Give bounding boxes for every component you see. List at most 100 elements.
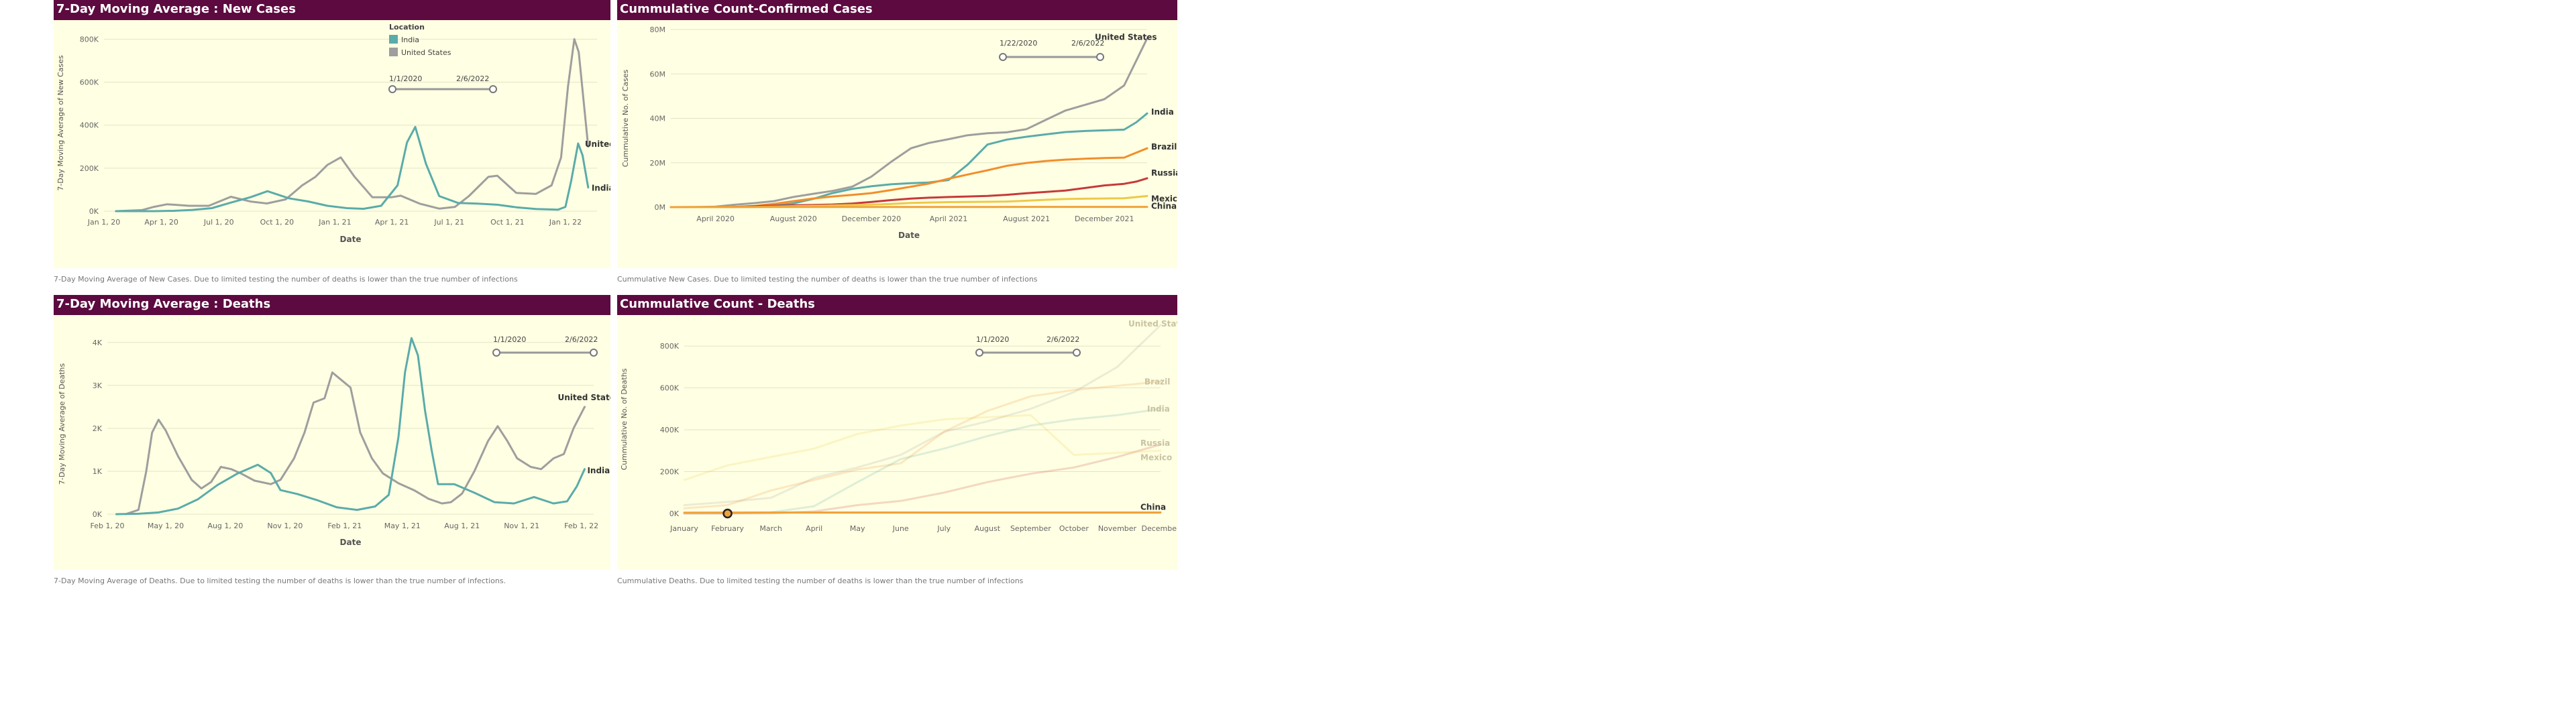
x-tick-label: Apr 1, 21 bbox=[375, 218, 409, 227]
panel-cumulative-deaths: Cummulative Count - Deaths 1/1/2020 2/6/… bbox=[617, 295, 1177, 590]
y-tick-label: 200K bbox=[660, 468, 680, 477]
slider-end-handle[interactable] bbox=[489, 85, 497, 93]
location-legend[interactable]: Location India United States bbox=[389, 23, 451, 57]
legend-swatch-united-states[interactable] bbox=[389, 48, 398, 56]
y-tick-label: 3K bbox=[93, 381, 103, 390]
y-tick-label: 400K bbox=[660, 426, 680, 434]
series-label-mexico: Mexico bbox=[1140, 452, 1172, 462]
x-tick-label: Nov 1, 21 bbox=[504, 522, 539, 530]
series-label-mexico: Mexico bbox=[1151, 194, 1177, 203]
x-tick-label: August 2021 bbox=[1003, 215, 1050, 223]
y-tick-label: 400K bbox=[80, 121, 99, 130]
series-line-india bbox=[669, 112, 1148, 208]
slider-end-label: 2/6/2022 bbox=[565, 335, 598, 344]
x-tick-label: Jan 1, 22 bbox=[549, 218, 582, 227]
slider-start-handle[interactable] bbox=[388, 85, 396, 93]
series-lines bbox=[669, 37, 1148, 208]
slider-end-handle[interactable] bbox=[590, 349, 598, 357]
axis-labels: 0M 20M 40M 60M 80M April 2020 August 2020 Decem… bbox=[621, 25, 1134, 240]
panel-body: 1/22/2020 2/6/2022 0M 20M 40M 60M 80M April 2… bbox=[617, 20, 1177, 268]
gridlines bbox=[104, 38, 597, 212]
series-labels: United States India bbox=[585, 139, 610, 193]
cumulative-deaths-chart: 1/1/2020 2/6/2022 0K 200K 400K 600K 800K Janu… bbox=[620, 319, 1177, 533]
deaths-moving-average-chart: 1/1/2020 2/6/2022 0K 1K 2K 3K 4K Feb 1, 20 May… bbox=[58, 335, 610, 547]
y-tick-label: 0K bbox=[89, 207, 99, 216]
x-tick-label: Jul 1, 21 bbox=[433, 218, 464, 227]
slider-end-label: 2/6/2022 bbox=[1071, 39, 1104, 48]
series-line-united-states bbox=[683, 324, 1162, 506]
slider-end-handle[interactable] bbox=[1073, 349, 1081, 357]
date-range-slider[interactable]: 1/1/2020 2/6/2022 bbox=[492, 335, 598, 357]
x-tick-label: Jan 1, 20 bbox=[87, 218, 120, 227]
series-label-india: India bbox=[592, 184, 610, 193]
legend-label-india[interactable]: India bbox=[401, 36, 419, 44]
y-axis-title: Cummulative No. of Cases bbox=[621, 69, 630, 167]
x-tick-label: January bbox=[669, 524, 698, 533]
x-tick-label: December 2021 bbox=[1075, 215, 1134, 223]
x-tick-label: August bbox=[975, 524, 1001, 533]
panel-cases-moving-average: 7-Day Moving Average : New Cases Locatio… bbox=[54, 0, 610, 288]
series-line-mexico bbox=[683, 414, 1162, 481]
axis-labels: 0K 1K 2K 3K 4K Feb 1, 20 May 1, 20 Aug 1, 20 Nov… bbox=[58, 339, 598, 547]
x-axis-title: Date bbox=[340, 538, 362, 547]
x-tick-label: September bbox=[1010, 524, 1051, 533]
y-tick-label: 2K bbox=[93, 424, 103, 433]
series-line-united-states bbox=[124, 371, 586, 516]
x-tick-label: April 2021 bbox=[930, 215, 968, 223]
x-tick-label: May 1, 21 bbox=[384, 522, 421, 530]
legend-label-united-states[interactable]: United States bbox=[401, 48, 451, 57]
x-tick-label: March bbox=[759, 524, 782, 533]
panel-caption: Cummulative New Cases. Due to limited te… bbox=[617, 275, 1038, 284]
x-tick-label: Feb 1, 21 bbox=[327, 522, 362, 530]
panel-caption: 7-Day Moving Average of New Cases. Due t… bbox=[54, 275, 518, 284]
slider-start-handle[interactable] bbox=[492, 349, 500, 357]
y-tick-label: 600K bbox=[80, 78, 99, 87]
slider-end-label: 2/6/2022 bbox=[456, 74, 489, 83]
cases-moving-average-chart: Location India United States 1/1/2020 2/… bbox=[56, 23, 610, 244]
slider-start-label: 1/22/2020 bbox=[1000, 39, 1037, 48]
y-tick-label: 40M bbox=[650, 115, 666, 123]
slider-start-label: 1/1/2020 bbox=[493, 335, 526, 344]
panel-caption: Cummulative Deaths. Due to limited testi… bbox=[617, 577, 1024, 585]
panel-cumulative-cases: Cummulative Count-Confirmed Cases 1/22/2… bbox=[617, 0, 1177, 288]
x-tick-label: June bbox=[892, 524, 909, 533]
panel-title: Cummulative Count - Deaths bbox=[617, 295, 1177, 315]
series-line-united-states bbox=[669, 37, 1148, 208]
series-label-united-states: United States bbox=[1095, 32, 1157, 42]
gridlines bbox=[684, 345, 1161, 514]
slider-start-handle[interactable] bbox=[999, 53, 1007, 61]
date-range-slider[interactable]: 1/1/2020 2/6/2022 bbox=[975, 335, 1081, 357]
series-lines bbox=[683, 324, 1162, 519]
series-label-russia: Russia bbox=[1140, 438, 1170, 448]
x-tick-label: Jan 1, 21 bbox=[318, 218, 351, 227]
slider-start-handle[interactable] bbox=[975, 349, 983, 357]
panel-title: 7-Day Moving Average : Deaths bbox=[54, 295, 610, 315]
x-tick-label: Apr 1, 20 bbox=[144, 218, 178, 227]
series-label-india: India bbox=[587, 466, 610, 475]
series-label-united-states: United States bbox=[585, 139, 610, 149]
series-line-india bbox=[115, 337, 586, 516]
cumulative-cases-chart: 1/22/2020 2/6/2022 0M 20M 40M 60M 80M April 2… bbox=[621, 25, 1177, 240]
series-label-russia: Russia bbox=[1151, 168, 1177, 178]
series-label-brazil: Brazil bbox=[1144, 377, 1170, 386]
slider-end-label: 2/6/2022 bbox=[1046, 335, 1079, 344]
x-tick-label: December bbox=[1141, 524, 1177, 533]
x-tick-label: Feb 1, 22 bbox=[564, 522, 598, 530]
slider-end-handle[interactable] bbox=[1096, 53, 1104, 61]
x-tick-label: Feb 1, 20 bbox=[91, 522, 125, 530]
series-line-india bbox=[115, 125, 590, 213]
date-range-slider[interactable]: 1/22/2020 2/6/2022 bbox=[999, 39, 1104, 61]
slider-start-label: 1/1/2020 bbox=[976, 335, 1009, 344]
x-tick-label: November bbox=[1098, 524, 1137, 533]
y-tick-label: 80M bbox=[650, 25, 666, 34]
series-label-united-states: United States bbox=[1128, 319, 1177, 328]
panel-body: 1/1/2020 2/6/2022 0K 1K 2K 3K 4K Feb 1, 20 May… bbox=[54, 315, 610, 570]
legend-swatch-india[interactable] bbox=[389, 35, 398, 44]
panel-title: Cummulative Count-Confirmed Cases bbox=[617, 0, 1177, 20]
x-tick-label: May bbox=[850, 524, 865, 533]
gridlines bbox=[107, 342, 594, 515]
series-label-india: India bbox=[1151, 107, 1174, 117]
series-labels: United States India Brazil Russia MexicoChin… bbox=[1095, 32, 1177, 210]
x-tick-label: Jul 1, 20 bbox=[203, 218, 234, 227]
date-range-slider[interactable]: 1/1/2020 2/6/2022 bbox=[388, 74, 497, 93]
